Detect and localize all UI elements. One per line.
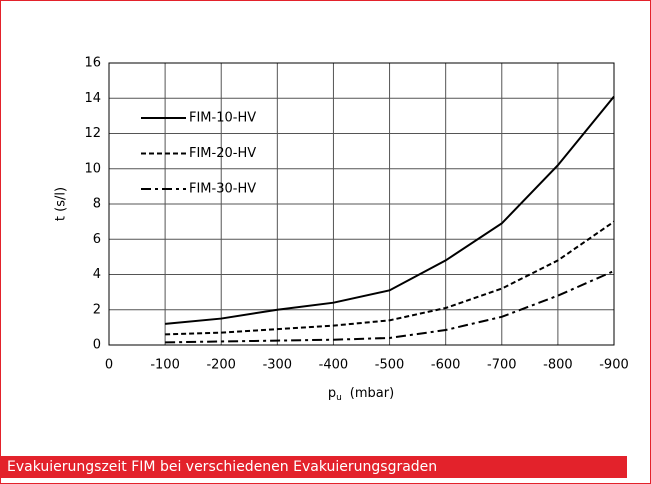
y-tick-label: 16 <box>84 56 101 71</box>
x-tick-label: -600 <box>431 358 461 373</box>
y-tick-label: 6 <box>93 232 101 247</box>
y-tick-label: 0 <box>93 338 101 353</box>
chart: t (s/l) pu (mbar) 0 2 4 6 8 10 12 14 16 0 -100 -200 -… <box>54 56 629 403</box>
y-tick-label: 12 <box>84 126 101 141</box>
y-tick-label: 14 <box>84 91 101 106</box>
legend-label: FIM-20-HV <box>189 146 256 161</box>
x-tick-label: -900 <box>599 358 629 373</box>
series-line <box>165 220 615 336</box>
series-line <box>165 95 615 325</box>
x-tick-label: -500 <box>375 358 405 373</box>
x-label-sub: u <box>336 393 342 403</box>
x-tick-label: -700 <box>487 358 517 373</box>
series-line <box>165 270 615 344</box>
y-tick-label: 10 <box>84 161 101 176</box>
plot-frame <box>108 62 615 346</box>
y-axis-label: t (s/l) <box>54 187 69 221</box>
x-label-main: p <box>328 386 336 401</box>
legend-label: FIM-10-HV <box>189 111 256 126</box>
x-tick-label: -200 <box>206 358 236 373</box>
x-tick-label: -400 <box>319 358 349 373</box>
x-tick-label: -800 <box>543 358 573 373</box>
y-tick-label: 2 <box>93 302 101 317</box>
x-tick-label: -100 <box>150 358 180 373</box>
y-tick-label: 8 <box>93 197 101 212</box>
legend-label: FIM-30-HV <box>189 182 256 197</box>
caption: Evakuierungszeit FIM bei verschiedenen E… <box>1 456 627 478</box>
x-tick-label: 0 <box>105 358 113 373</box>
x-tick-label: -300 <box>263 358 293 373</box>
x-label-unit: (mbar) <box>350 386 394 401</box>
y-tick-label: 4 <box>93 267 101 282</box>
x-axis-label: pu (mbar) <box>328 386 394 403</box>
